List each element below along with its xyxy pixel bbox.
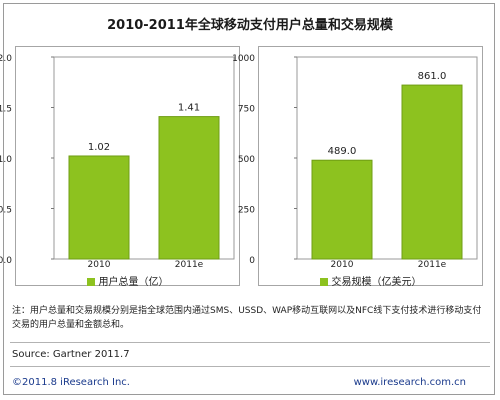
- bar-2011e: [401, 84, 463, 260]
- x-tick-label: 2010: [88, 260, 111, 270]
- x-axis-labels: 2010 2011e: [88, 260, 204, 270]
- y-tick-label: 500: [238, 155, 255, 165]
- user-total-legend: 用户总量（亿）: [16, 273, 239, 288]
- y-tick-label: 1.0: [0, 155, 12, 165]
- y-axis-labels: 0 250 500 750 1000: [232, 54, 255, 266]
- data-label: 489.0: [328, 146, 357, 157]
- user-total-legend-label: 用户总量（亿）: [98, 277, 169, 288]
- bar-2011e: [158, 116, 220, 260]
- y-tick-label: 0: [249, 256, 255, 266]
- bar-2010: [311, 159, 373, 260]
- data-label: 1.02: [88, 142, 110, 153]
- chart-frame: 2010-2011年全球移动支付用户总量和交易规模 1.02 1.41 用户总量（…: [0, 3, 495, 395]
- bar-2010: [68, 155, 130, 260]
- y-axis-labels: 0.0 0.5 1.0 1.5 2.0: [0, 54, 12, 266]
- x-tick-label: 2011e: [418, 260, 447, 270]
- chart-title: 2010-2011年全球移动支付用户总量和交易规模: [107, 18, 393, 33]
- footnote: 注：用户总量和交易规模分别是指全球范围内通过SMS、USSD、WAP移动互联网以…: [12, 306, 482, 330]
- x-axis-labels: 2010 2011e: [331, 260, 447, 270]
- y-tick-label: 750: [238, 105, 255, 115]
- y-tick-label: 0.0: [0, 256, 12, 266]
- transaction-volume-legend-label: 交易规模（亿美元）: [331, 277, 422, 288]
- website-link[interactable]: www.iresearch.com.cn: [353, 377, 466, 388]
- y-tick-label: 2.0: [0, 54, 12, 64]
- legend-swatch: [319, 278, 328, 286]
- y-tick-label: 1.5: [0, 105, 12, 115]
- x-tick-label: 2011e: [175, 260, 204, 270]
- divider: [10, 366, 490, 367]
- transaction-volume-chart: 489.0 861.0: [294, 56, 478, 260]
- divider: [10, 342, 490, 343]
- user-total-chart: 1.02 1.41: [51, 56, 235, 260]
- y-tick-label: 0.5: [0, 206, 12, 216]
- data-label: 861.0: [418, 71, 447, 82]
- y-tick-label: 250: [238, 206, 255, 216]
- x-tick-label: 2010: [331, 260, 354, 270]
- transaction-volume-legend: 交易规模（亿美元）: [259, 273, 482, 288]
- legend-swatch: [86, 278, 95, 286]
- y-tick-label: 1000: [232, 54, 255, 64]
- user-total-chart-panel: 1.02 1.41 用户总量（亿） 0.0 0.5 1.0 1.5 2.0 2010 2011…: [0, 46, 240, 288]
- transaction-volume-chart-panel: 489.0 861.0 交易规模（亿美元） 0 250 500 750 1000 2010 2…: [232, 46, 483, 288]
- copyright-text: ©2011.8 iResearch Inc.: [12, 377, 130, 388]
- data-label: 1.41: [178, 103, 200, 114]
- source-text: Source: Gartner 2011.7: [12, 349, 130, 360]
